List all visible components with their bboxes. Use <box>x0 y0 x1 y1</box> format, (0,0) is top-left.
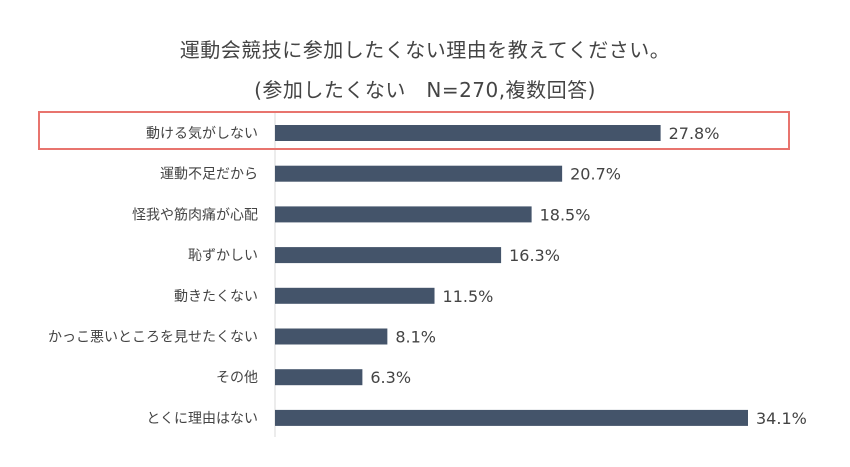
category-label: 恥ずかしい <box>188 248 258 264</box>
value-label: 16.3% <box>509 246 560 265</box>
value-label: 34.1% <box>756 409 807 428</box>
bar <box>275 287 435 304</box>
chart-subtitle: (参加したくない N=270,複数回答) <box>254 78 596 102</box>
bar <box>275 409 748 426</box>
value-label: 11.5% <box>443 287 494 306</box>
category-label: とくに理由はない <box>146 411 258 427</box>
value-label: 6.3% <box>370 368 411 387</box>
value-label: 8.1% <box>395 328 436 347</box>
bar <box>275 206 532 223</box>
value-label: 20.7% <box>570 165 621 184</box>
category-label: かっこ悪いところを見せたくない <box>48 330 258 346</box>
category-label: 動きたくない <box>174 289 258 305</box>
category-label: 怪我や筋肉痛が心配 <box>132 206 258 223</box>
value-label: 27.8% <box>669 124 720 143</box>
bar <box>275 328 388 345</box>
bar <box>275 369 363 386</box>
category-label: 運動不足だから <box>160 167 258 183</box>
chart-title: 運動会競技に参加したくない理由を教えてください。 <box>179 38 671 62</box>
category-label: 動ける気がしない <box>146 126 258 142</box>
value-label: 18.5% <box>540 205 591 224</box>
category-label: その他 <box>216 370 258 386</box>
bar <box>275 165 563 182</box>
bar <box>275 247 502 264</box>
bar <box>275 125 661 141</box>
